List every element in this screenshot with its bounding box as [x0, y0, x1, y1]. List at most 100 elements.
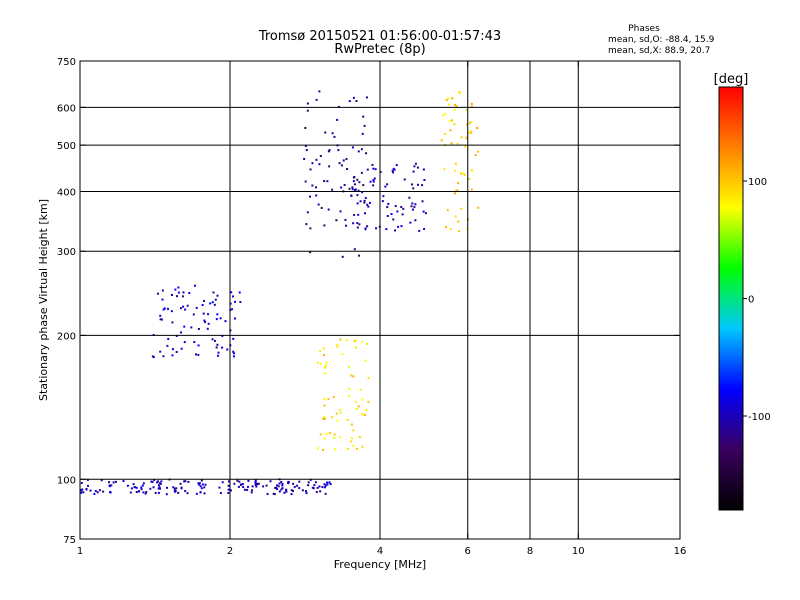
echo-point [326, 180, 329, 183]
echo-point [314, 481, 317, 484]
y-tick-label: 600 [57, 103, 76, 114]
echo-point [157, 487, 160, 490]
echo-point [401, 213, 404, 216]
echo-point [381, 200, 384, 203]
colorbar-tick-label: 0 [748, 295, 754, 306]
echo-point [451, 119, 454, 122]
echo-point [102, 490, 105, 493]
echo-point [278, 490, 281, 493]
echo-point [251, 489, 254, 492]
echo-point [150, 480, 153, 483]
echo-point [309, 227, 312, 230]
echo-point [356, 178, 359, 181]
echo-point [470, 188, 473, 191]
echo-point [318, 485, 321, 488]
echo-point [154, 491, 157, 494]
echo-point [207, 322, 210, 325]
echo-point [211, 301, 214, 304]
stats-heading: Phases [628, 24, 660, 34]
echo-point [211, 338, 214, 341]
echo-point [341, 255, 344, 258]
echo-point [133, 486, 136, 489]
echo-point [352, 375, 355, 378]
echo-point [323, 354, 326, 357]
echo-point [328, 165, 331, 168]
echo-point [355, 346, 358, 349]
echo-point [346, 418, 349, 421]
echo-point [358, 181, 361, 184]
x-tick-label: 8 [527, 546, 533, 557]
echo-point [315, 194, 318, 197]
echo-point [315, 158, 318, 161]
echo-point [331, 188, 334, 191]
echo-point [241, 483, 244, 486]
echo-point [416, 166, 419, 169]
echo-point [392, 167, 395, 170]
echo-point [466, 228, 469, 231]
echo-point [382, 195, 385, 198]
echo-point [353, 213, 356, 216]
echo-point [157, 484, 160, 487]
echo-point [177, 491, 180, 494]
echo-point [306, 109, 309, 112]
echo-point [306, 102, 309, 105]
grid-lines [80, 61, 680, 539]
x-tick-label: 2 [227, 546, 233, 557]
echo-point [346, 447, 349, 450]
echo-point [338, 162, 341, 165]
echo-point [470, 102, 473, 105]
stats-line-o: mean, sd,O: -88.4, 15.9 [608, 35, 715, 45]
echo-point [207, 313, 210, 316]
echo-point [306, 211, 309, 214]
echo-point [450, 142, 453, 145]
echo-point [160, 480, 163, 483]
echo-point [203, 492, 206, 495]
echo-point [356, 222, 359, 225]
echo-point [135, 486, 138, 489]
echo-point [266, 492, 269, 495]
echo-point [156, 481, 159, 484]
echo-point [181, 295, 184, 298]
echo-point [217, 351, 220, 354]
x-tick-label: 10 [572, 546, 585, 557]
echo-point [318, 90, 321, 93]
echo-point [254, 479, 257, 482]
echo-point [353, 248, 356, 251]
echo-point [440, 139, 443, 142]
echo-point [122, 480, 125, 483]
echo-point [446, 209, 449, 212]
echo-point [312, 487, 315, 490]
echo-point [326, 483, 329, 486]
echo-point [324, 131, 327, 134]
echo-point [400, 225, 403, 228]
echo-point [149, 487, 152, 490]
echo-point [163, 307, 166, 310]
echo-point [219, 317, 222, 320]
echo-point [145, 491, 148, 494]
echo-point [281, 483, 284, 486]
echo-point [366, 225, 369, 228]
echo-point [422, 168, 425, 171]
echo-point [387, 202, 390, 205]
echo-point [190, 326, 193, 329]
echo-point [175, 487, 178, 490]
echo-point [85, 488, 88, 491]
echo-point [231, 308, 234, 311]
echo-point [353, 188, 356, 191]
echo-point [385, 228, 388, 231]
echo-point [354, 339, 357, 342]
echo-point [344, 218, 347, 221]
echo-point [345, 339, 348, 342]
echo-point [175, 350, 178, 353]
echo-point [364, 212, 367, 215]
echo-point [96, 491, 99, 494]
echo-point [409, 221, 412, 224]
echo-point [231, 295, 234, 298]
echo-point [188, 291, 191, 294]
echo-point [202, 312, 205, 315]
echo-point [423, 178, 426, 181]
echo-point [80, 481, 83, 484]
echo-point [374, 168, 377, 171]
echo-point [410, 205, 413, 208]
